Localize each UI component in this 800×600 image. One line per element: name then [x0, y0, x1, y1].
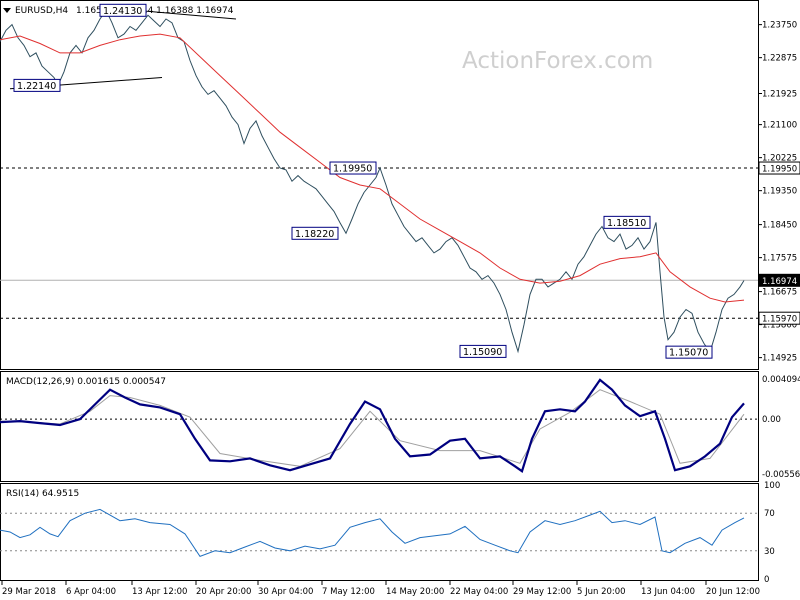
rsi-title: RSI(14) 64.9515	[6, 489, 79, 499]
dropdown-arrow-icon[interactable]	[3, 8, 11, 13]
time-axis-label: 7 May 12:00	[322, 587, 375, 597]
price-annotation-label: 1.15090	[463, 347, 502, 358]
price-annotation	[329, 161, 377, 175]
macd-signal-line	[0, 389, 745, 467]
time-axis-label: 30 Apr 04:00	[258, 587, 313, 597]
price-tag-label: 1.16974	[762, 277, 797, 287]
price-axis-label: 1.20225	[762, 154, 797, 164]
rsi-axis-label: 0	[764, 575, 769, 585]
price-annotation	[291, 226, 339, 240]
price-axis-label: 1.18450	[762, 221, 797, 231]
price-annotation-label: 1.15070	[669, 348, 708, 359]
time-axis-label: 20 Apr 20:00	[196, 587, 251, 597]
price-axis-label: 1.17575	[762, 254, 797, 264]
macd-axis-label: -0.005568	[762, 470, 800, 480]
time-axis-label: 13 Apr 12:00	[132, 587, 187, 597]
price-axis-label: 1.15800	[762, 321, 797, 331]
price-tag-label: 1.15970	[762, 315, 797, 325]
rsi-axis-label: 70	[764, 509, 775, 519]
price-axis-label: 1.22875	[762, 54, 797, 64]
rsi-line	[0, 508, 745, 558]
price-axis-label: 1.21925	[762, 90, 797, 100]
macd-axis-label: 0.00	[762, 415, 781, 425]
moving-average-line	[0, 33, 745, 303]
price-annotation	[459, 344, 507, 358]
time-axis-label: 22 May 04:00	[450, 587, 508, 597]
price-annotation-label: 1.18220	[295, 229, 334, 240]
price-annotation-label: 1.22140	[17, 81, 56, 92]
price-axis-label: 1.21100	[762, 121, 797, 131]
time-axis-label: 13 Jun 04:00	[641, 587, 695, 597]
price-annotation-label: 1.18510	[607, 218, 646, 229]
price-annotation	[665, 345, 713, 359]
price-tag	[758, 273, 800, 287]
price-axis-label: 1.19350	[762, 187, 797, 197]
rsi-axis-label: 30	[764, 547, 775, 557]
time-axis-label: 14 May 20:00	[386, 587, 444, 597]
price-axis-label: 1.16675	[762, 288, 797, 298]
time-axis-label: 20 Jun 12:00	[706, 587, 760, 597]
macd-line	[0, 378, 745, 473]
time-axis-label: 6 Apr 04:00	[66, 587, 116, 597]
symbol-title: EURUSD,H4	[15, 6, 68, 16]
macd-title: MACD(12,26,9) 0.001615 0.000547	[6, 377, 166, 387]
ohlc-readout: 1.16584 1.17014 1.16388 1.16974	[76, 6, 234, 16]
time-axis-label: 29 May 12:00	[513, 587, 571, 597]
price-annotation	[99, 3, 147, 17]
watermark: ActionForex.com	[462, 48, 653, 74]
time-axis-label: 5 Jun 20:00	[577, 587, 626, 597]
price-tag	[758, 161, 800, 175]
price-annotation	[13, 78, 61, 92]
price-annotation-label: 1.19950	[333, 164, 372, 175]
macd-panel[interactable]	[0, 371, 759, 482]
price-series-line	[0, 9, 745, 354]
price-annotation-label: 1.24130	[103, 6, 142, 17]
time-axis-label: 29 Mar 2018	[2, 587, 56, 597]
price-axis-label: 1.23750	[762, 21, 797, 31]
price-axis-label: 1.14925	[762, 354, 797, 364]
price-tag-label: 1.19950	[762, 165, 797, 175]
price-panel[interactable]	[0, 0, 759, 370]
price-tag	[758, 311, 800, 325]
macd-axis-label: 0.004094	[762, 375, 800, 385]
rsi-axis-label: 100	[764, 481, 780, 491]
rsi-panel[interactable]	[0, 483, 759, 581]
price-annotation	[603, 215, 651, 229]
